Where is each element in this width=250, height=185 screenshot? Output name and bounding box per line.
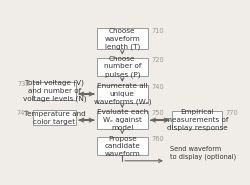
Text: Choose
number of
pulses (P): Choose number of pulses (P) xyxy=(104,56,141,78)
Text: Propose
candidate
waveform: Propose candidate waveform xyxy=(104,135,140,157)
Text: 710: 710 xyxy=(151,28,164,34)
Text: Send waveform
to display (optional): Send waveform to display (optional) xyxy=(170,146,236,160)
Text: Enumerate all
unique
waveforms (Wₑ): Enumerate all unique waveforms (Wₑ) xyxy=(94,83,151,105)
Text: Total voltage (V)
and number of
voltage levels (N): Total voltage (V) and number of voltage … xyxy=(23,80,86,102)
FancyBboxPatch shape xyxy=(172,111,222,129)
FancyBboxPatch shape xyxy=(33,82,76,100)
Text: 770: 770 xyxy=(225,110,238,116)
FancyBboxPatch shape xyxy=(97,111,148,129)
FancyBboxPatch shape xyxy=(33,110,76,125)
FancyBboxPatch shape xyxy=(97,28,148,49)
Text: 760: 760 xyxy=(151,137,164,142)
Text: 730: 730 xyxy=(17,81,30,87)
FancyBboxPatch shape xyxy=(97,58,148,76)
Text: Evaluate each
Wₑ against
model: Evaluate each Wₑ against model xyxy=(97,109,148,131)
Text: 745: 745 xyxy=(17,110,30,116)
FancyBboxPatch shape xyxy=(97,137,148,155)
Text: 720: 720 xyxy=(151,57,164,63)
Text: Temperature and
color target: Temperature and color target xyxy=(24,111,86,125)
FancyBboxPatch shape xyxy=(97,85,148,103)
Text: Empirical
measurements of
display response: Empirical measurements of display respon… xyxy=(165,109,228,131)
Text: Choose
waveform
length (T): Choose waveform length (T) xyxy=(104,28,140,50)
Text: 750: 750 xyxy=(151,110,164,116)
Text: 740: 740 xyxy=(151,84,164,90)
